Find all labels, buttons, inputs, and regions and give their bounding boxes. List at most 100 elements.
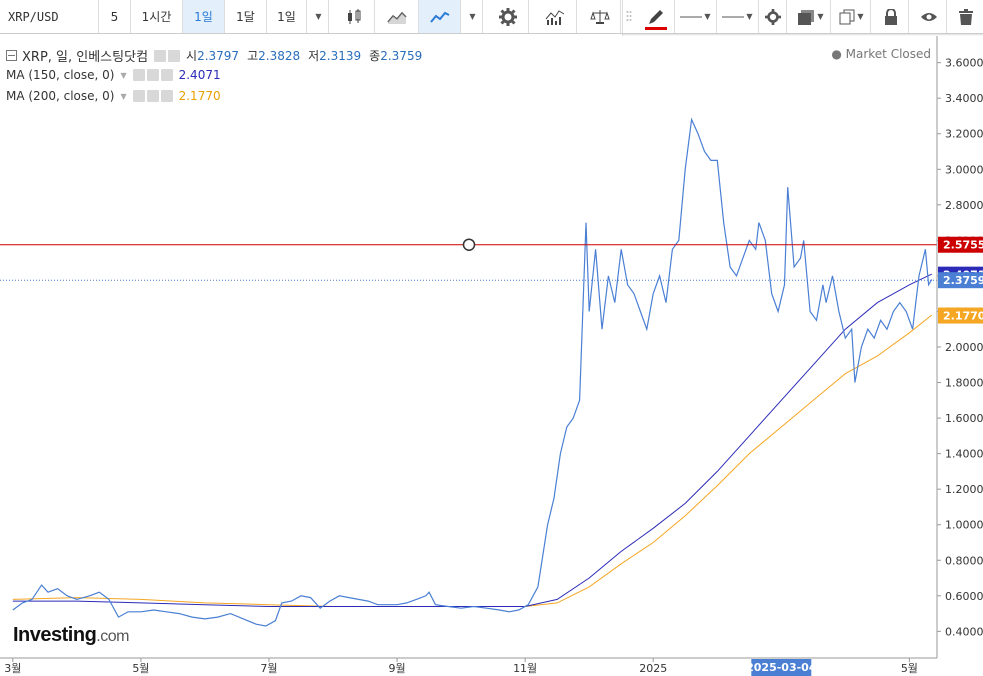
clone-button[interactable]: ▼	[833, 0, 871, 33]
pen-color-indicator	[645, 27, 667, 30]
settings-icon[interactable]	[146, 90, 159, 102]
visibility-icon[interactable]	[132, 90, 145, 102]
line-width-button[interactable]: ▼	[717, 0, 759, 33]
y-tick-label: 1.8000	[945, 377, 983, 390]
interval-1mo-button[interactable]: 1달	[225, 0, 267, 33]
trash-icon	[959, 8, 973, 25]
settings-icon[interactable]	[168, 49, 181, 62]
last-price-tag: 2.3759	[943, 274, 983, 287]
lock-button[interactable]	[873, 0, 909, 33]
line-chart-button[interactable]	[419, 0, 461, 33]
draw-pen-button[interactable]	[637, 0, 675, 33]
hline-price-tag-box	[938, 236, 983, 253]
legend-ma150: MA (150, close, 0) ▼ 2.4071	[6, 68, 221, 82]
logo-suffix: .com	[96, 628, 129, 645]
area-chart-button[interactable]	[375, 0, 419, 33]
compare-button[interactable]	[579, 0, 621, 33]
candlestick-chart-button[interactable]	[333, 0, 375, 33]
open-key: 시	[186, 49, 198, 63]
drag-handle[interactable]	[623, 0, 635, 33]
caret-down-icon[interactable]: ▼	[120, 70, 127, 80]
crosshair-date-box	[751, 659, 812, 676]
market-status-text: Market Closed	[845, 47, 931, 61]
interval-1h-button[interactable]: 1시간	[131, 0, 183, 33]
y-tick-label: 0.4000	[945, 625, 983, 638]
caret-down-icon: ▼	[704, 12, 711, 21]
eye-icon	[920, 12, 937, 21]
visibility-button[interactable]	[911, 0, 947, 33]
ma150-series-line	[12, 273, 933, 607]
caret-down-icon: ▼	[857, 12, 864, 21]
legend-main-icons	[154, 49, 181, 62]
line-width-icon	[722, 16, 745, 17]
x-tick-label: 9월	[388, 662, 405, 675]
line-style-icon	[680, 16, 703, 17]
indicators-icon	[545, 9, 564, 25]
open-value: 2.3797	[197, 48, 240, 63]
visibility-icon[interactable]	[132, 69, 145, 81]
x-tick-label: 5월	[901, 662, 918, 675]
y-tick-label: 3.4000	[945, 92, 983, 105]
ma200-value: 2.1770	[178, 89, 221, 103]
legend-ma200: MA (200, close, 0) ▼ 2.1770	[6, 89, 221, 103]
line-style-button[interactable]: ▼	[675, 0, 717, 33]
y-tick-label: 3.0000	[945, 163, 983, 176]
hline-price-tag: 2.5755	[943, 239, 983, 252]
y-tick-label: 1.6000	[945, 412, 983, 425]
y-tick-label: 0.8000	[945, 554, 983, 567]
ma150-value: 2.4071	[178, 68, 221, 82]
collapse-icon[interactable]	[6, 50, 17, 61]
interval-dropdown-button[interactable]: ▼	[307, 0, 329, 33]
ma200-price-tag-box	[938, 307, 983, 324]
x-tick-label: 11월	[513, 662, 537, 675]
caret-down-icon: ▼	[315, 12, 322, 21]
crosshair-date-label: 2025-03-04	[746, 661, 817, 674]
ma150-price-tag-box	[938, 266, 983, 283]
y-tick-label: 3.2000	[945, 128, 983, 141]
drawing-settings-button[interactable]	[759, 0, 787, 33]
visibility-icon[interactable]	[154, 49, 167, 62]
ma200-label: MA (200, close, 0)	[6, 89, 115, 103]
settings-button[interactable]	[487, 0, 529, 33]
legend-title: XRP, 일, 인베스팅닷컴	[22, 50, 149, 65]
horizontal-line-handle[interactable]	[462, 238, 476, 251]
ma200-icons	[132, 90, 173, 102]
y-tick-label: 2.2000	[945, 305, 983, 318]
y-tick-label: 2.0000	[945, 341, 983, 354]
ma150-icons	[132, 69, 173, 81]
interval-1d-button[interactable]: 1일	[183, 0, 225, 33]
interval-1d-alt-button[interactable]: 1일	[267, 0, 307, 33]
ma200-price-tag: 2.1770	[943, 310, 983, 323]
settings-icon[interactable]	[146, 69, 159, 81]
logo-main: Investing	[13, 624, 97, 646]
grip-icon	[626, 10, 632, 21]
caret-down-icon[interactable]: ▼	[120, 91, 127, 101]
fill-color-button[interactable]: ▼	[791, 0, 831, 33]
price-series-line	[12, 117, 933, 627]
y-tick-label: 2.6000	[945, 234, 983, 247]
gear-icon	[498, 7, 517, 26]
close-value: 2.3759	[380, 48, 423, 63]
y-tick-label: 1.2000	[945, 483, 983, 496]
y-tick-label: 3.6000	[945, 57, 983, 70]
line-chart-icon	[429, 11, 449, 23]
close-icon[interactable]	[160, 69, 173, 81]
low-value: 2.3139	[319, 48, 362, 63]
symbol-input[interactable]: XRP/USD	[0, 0, 99, 33]
x-tick-label: 5월	[132, 662, 149, 675]
toolbar: XRP/USD 5 1시간 1일 1달 1일 ▼ ▼ ▼ ▼ ▼ ▼	[0, 0, 983, 36]
close-icon[interactable]	[160, 90, 173, 102]
delete-button[interactable]	[949, 0, 983, 33]
chart-type-dropdown-button[interactable]: ▼	[461, 0, 483, 33]
close-key: 종	[369, 49, 381, 63]
layers-icon	[798, 9, 815, 25]
investing-logo: Investing.com	[13, 624, 129, 647]
y-tick-label: 1.4000	[945, 448, 983, 461]
y-tick-label: 2.8000	[945, 199, 983, 212]
drawing-toolbar-shadow	[622, 33, 983, 36]
x-tick-label: 7월	[260, 662, 277, 675]
ma150-price-tag: 2.4071	[943, 269, 983, 282]
indicators-button[interactable]	[533, 0, 577, 33]
interval-number-button[interactable]: 5	[99, 0, 131, 33]
pencil-icon	[648, 9, 663, 24]
